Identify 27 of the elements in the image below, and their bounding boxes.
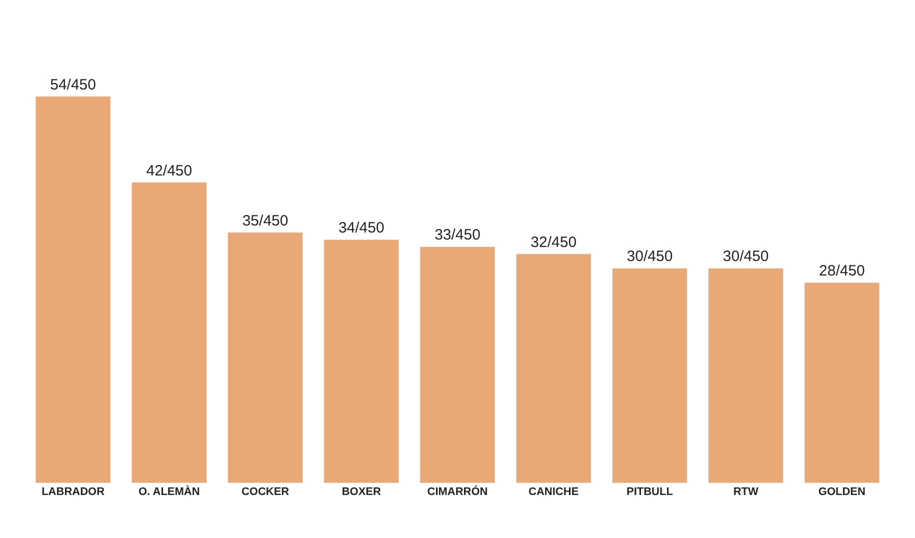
x-tick-label: PITBULL (626, 486, 674, 498)
data-label: 32/450 (530, 234, 577, 251)
bar (324, 239, 400, 483)
x-tick-label: COCKER (241, 486, 290, 498)
data-label: 30/450 (722, 248, 769, 266)
data-label: 35/450 (242, 212, 288, 230)
data-label: 54/450 (50, 76, 96, 94)
bar (420, 246, 496, 483)
x-tick-label: LABRADOR (42, 486, 105, 498)
data-label: 30/450 (626, 248, 673, 266)
x-tick-label: RTW (733, 486, 759, 498)
bar (131, 182, 207, 483)
bar (708, 268, 784, 483)
bar (612, 268, 688, 483)
data-label: 33/450 (434, 226, 480, 244)
data-label: 28/450 (819, 262, 865, 280)
x-tick-label: GOLDEN (818, 486, 866, 498)
data-label: 34/450 (338, 220, 384, 237)
data-label: 42/450 (146, 162, 192, 180)
x-tick-label: O. ALEMÀN (138, 485, 200, 498)
x-tick-label: CIMARRÓN (427, 485, 488, 498)
bar (804, 282, 880, 483)
bar (228, 232, 304, 483)
bar (35, 96, 111, 483)
bar (516, 254, 592, 483)
x-tick-label: CANICHE (528, 486, 579, 498)
x-tick-label: BOXER (342, 486, 381, 498)
